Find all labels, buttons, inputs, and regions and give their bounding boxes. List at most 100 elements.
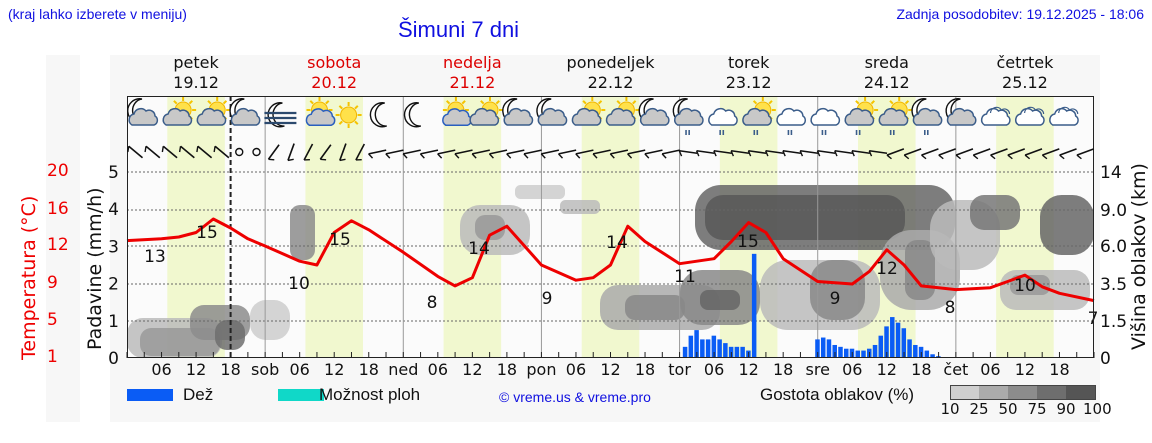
svg-text:ıı: ıı xyxy=(685,128,691,138)
precip-bar xyxy=(711,335,717,358)
temperature-value-label: 9 xyxy=(830,289,841,309)
legend-rain-swatch xyxy=(127,389,173,401)
temperature-tick: 16 xyxy=(47,199,69,219)
precip-bar xyxy=(740,346,745,358)
legend-showers-swatch xyxy=(278,389,324,401)
legend-showers-label: Možnost ploh xyxy=(319,385,421,404)
density-swatch xyxy=(1037,385,1066,400)
wind-barb-icon xyxy=(355,143,366,161)
temperature-value-label: 11 xyxy=(674,267,696,287)
density-tick: 75 xyxy=(1027,400,1047,418)
wind-barb-icon xyxy=(506,149,525,159)
day-header: ponedeljek 22.12 xyxy=(551,53,671,93)
x-tick-label: tor xyxy=(668,360,691,379)
cloud-density-area xyxy=(705,195,905,240)
wind-barb-icon xyxy=(419,149,439,159)
cloud-density-label: Gostota oblakov (%) xyxy=(760,385,915,404)
density-tick: 100 xyxy=(1083,400,1112,418)
cloud-rain-icon: ıı xyxy=(810,107,841,138)
cloud-icon xyxy=(1049,106,1079,126)
sun-cloud-icon xyxy=(469,97,503,126)
wind-barb-icon xyxy=(661,149,680,159)
precip-bar xyxy=(913,344,918,358)
sun-cloud-icon xyxy=(196,97,231,126)
density-tick: 50 xyxy=(998,400,1018,418)
wind-barb-icon xyxy=(454,149,473,159)
svg-text:ıı: ıı xyxy=(821,128,827,138)
cloud-height-tick: 1.5 xyxy=(1100,312,1127,332)
cloud-height-tick: 9.0 xyxy=(1100,201,1127,221)
wind-barb-icon xyxy=(1024,148,1043,160)
density-tick: 10 xyxy=(940,400,960,418)
wind-barb-icon xyxy=(609,149,629,159)
wind-barb-icon xyxy=(540,149,560,159)
precip-bar xyxy=(734,346,740,358)
temperature-tick: 5 xyxy=(47,310,58,330)
wind-barb-icon xyxy=(764,149,784,157)
wind-barb-icon xyxy=(235,147,244,157)
copyright-link[interactable]: © vreme.us & vreme.pro xyxy=(499,389,651,405)
temperature-value-label: 9 xyxy=(542,289,553,309)
wind-barb-icon xyxy=(287,143,295,162)
wind-barb-icon xyxy=(437,149,456,159)
svg-text:ıı: ıı xyxy=(855,128,861,138)
sun-cloud-icon xyxy=(571,97,606,126)
temperature-tick: 12 xyxy=(47,235,69,255)
day-header: sobota 20.12 xyxy=(274,53,394,93)
cloud-density-area xyxy=(290,205,315,260)
wind-barb-icon xyxy=(303,143,314,161)
moon-icon xyxy=(369,102,387,128)
precip-tick: 5 xyxy=(108,163,119,183)
day-date: 25.12 xyxy=(1002,73,1048,92)
wind-barb-icon xyxy=(592,149,611,159)
precip-bar xyxy=(688,335,694,358)
sun-cloud-rain-icon: ıı xyxy=(844,97,879,138)
wind-barb-icon xyxy=(144,145,161,159)
day-date: 19.12 xyxy=(173,73,219,92)
density-tick: 90 xyxy=(1056,400,1076,418)
day-name: četrtek xyxy=(996,53,1054,72)
cloud-density-area xyxy=(560,200,600,214)
precip-bar xyxy=(717,339,722,358)
wind-barb-icon xyxy=(1041,148,1060,160)
cloud-height-tick: 14 xyxy=(1100,163,1122,183)
precip-bar xyxy=(895,322,901,358)
day-date: 21.12 xyxy=(449,73,496,92)
wind-barb-icon xyxy=(319,144,332,161)
day-name: ponedeljek xyxy=(566,53,655,72)
day-name: torek xyxy=(727,53,770,72)
cloud-density-area xyxy=(625,295,685,320)
wind-barb-icon xyxy=(1076,148,1095,160)
wind-barb-icon xyxy=(523,149,542,159)
moon-cloud-icon xyxy=(127,98,159,126)
density-swatch xyxy=(1066,385,1096,400)
cloud-density-area xyxy=(970,195,1020,230)
x-tick-label: pon xyxy=(526,360,556,379)
wind-barb-icon xyxy=(1059,148,1077,160)
wind-barb-icon xyxy=(402,149,421,159)
precip-bar xyxy=(907,339,912,358)
precip-bar xyxy=(723,343,728,358)
x-tick-label: sob xyxy=(251,360,279,379)
cloud-icon xyxy=(1015,106,1045,126)
precip-bar xyxy=(861,350,866,358)
sun-icon xyxy=(335,102,362,128)
wind-barb-icon xyxy=(252,147,261,157)
x-tick-label: 12 xyxy=(877,360,897,379)
wind-barb-icon xyxy=(678,149,698,157)
day-header: petek 19.12 xyxy=(136,53,256,93)
moon-cloud-rain-icon: ıı xyxy=(911,98,943,138)
x-tick-label: 06 xyxy=(842,360,862,379)
x-tick-label: ned xyxy=(388,360,418,379)
location-hint[interactable]: (kraj lahko izberete v meniju) xyxy=(8,6,187,22)
precip-bar xyxy=(826,339,832,358)
precip-bar xyxy=(924,350,930,358)
x-tick-label: 18 xyxy=(1049,360,1069,379)
wind-barb-icon xyxy=(816,149,836,157)
moon-cloud-icon xyxy=(945,98,977,126)
day-name: petek xyxy=(173,53,219,72)
temperature-line xyxy=(126,217,1095,303)
precip-bar xyxy=(890,317,895,358)
cloud-density-area xyxy=(515,185,565,199)
x-tick-label: 06 xyxy=(980,360,1000,379)
